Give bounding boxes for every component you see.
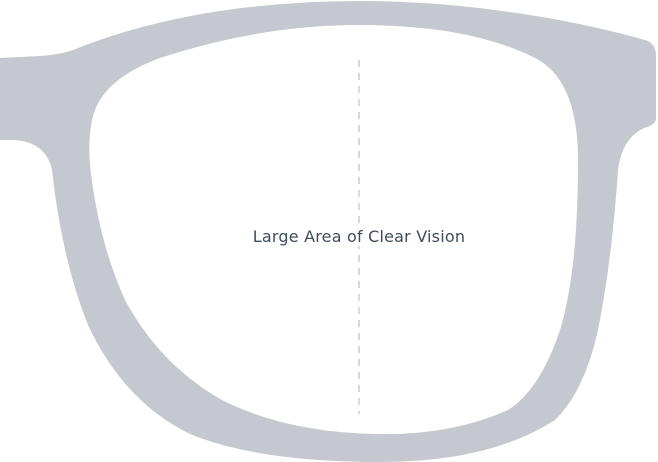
eyeglass-frame-illustration	[0, 1, 656, 462]
eyeglass-lens-diagram: Large Area of Clear Vision	[0, 1, 656, 462]
